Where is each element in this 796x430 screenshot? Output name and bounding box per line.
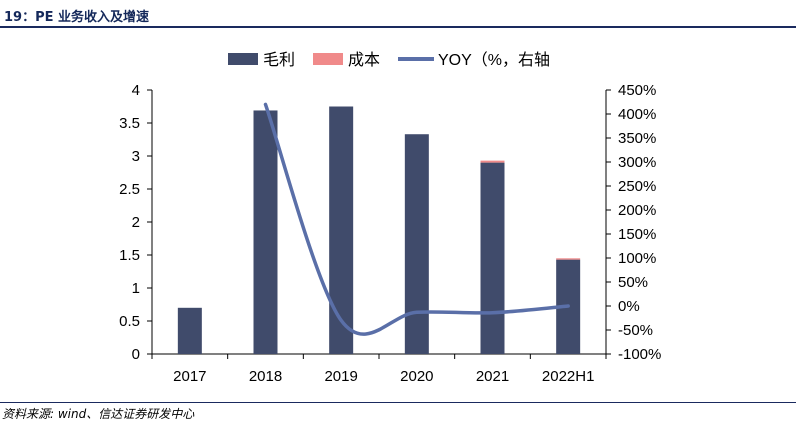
y-right-tick-label: -100%	[618, 346, 661, 363]
bar-cost	[480, 160, 505, 163]
y-left-tick-label: 2	[132, 214, 140, 231]
bottom-rule	[0, 402, 796, 403]
y-left-tick-label: 0.5	[119, 313, 140, 330]
y-right-tick-label: 150%	[618, 226, 656, 243]
y-left-tick-label: 2.5	[119, 181, 140, 198]
y-right-tick-label: 450%	[618, 82, 656, 99]
figure-title: 19：PE 业务收入及增速	[4, 10, 150, 25]
y-left-tick-label: 4	[132, 82, 140, 99]
bar-gross-profit	[480, 162, 505, 354]
y-right-tick-label: 350%	[618, 130, 656, 147]
bar-gross-profit	[329, 106, 354, 354]
chart-axes: 0 0.5 1 1.5 2 2.5 3 3.5 4 -100% -50% 0% 50% 100% 150% 2…	[119, 82, 661, 385]
figure-header: 19：PE 业务收入及增速	[0, 0, 796, 28]
bar-gross-profit	[177, 307, 202, 354]
bar-gross-profit	[253, 110, 278, 355]
y-left-tick-label: 3.5	[119, 115, 140, 132]
y-right-tick-label: 50%	[618, 274, 648, 291]
bar-cost	[556, 258, 581, 260]
x-tick-label: 2017	[173, 368, 206, 385]
x-tick-label: 2020	[400, 368, 433, 385]
y-right-tick-label: 100%	[618, 250, 656, 267]
source-note: 资料来源: wind、信达证券研发中心	[2, 407, 195, 421]
y-left-tick-label: 3	[132, 148, 140, 165]
y-right-tick-label: 400%	[618, 106, 656, 123]
legend-label-cost: 成本	[348, 51, 380, 69]
x-tick-label: 2018	[249, 368, 282, 385]
x-tick-label: 2021	[476, 368, 509, 385]
y-left-tick-label: 1.5	[119, 247, 140, 264]
y-right-tick-label: 200%	[618, 202, 656, 219]
y-right-tick-label: 0%	[618, 298, 640, 315]
y-right-tick-label: 300%	[618, 154, 656, 171]
chart-bars	[177, 106, 581, 355]
legend-swatch-gross-profit	[228, 53, 258, 65]
yoy-line	[263, 102, 570, 336]
chart-legend: 毛利 成本 YOY（%，右轴	[228, 51, 550, 69]
legend-label-yoy: YOY（%，右轴	[438, 51, 550, 69]
y-right-tick-label: -50%	[618, 322, 653, 339]
chart-line	[263, 102, 570, 336]
x-tick-label: 2019	[324, 368, 357, 385]
legend-swatch-cost	[313, 53, 343, 65]
top-rule	[0, 26, 796, 28]
y-left-tick-label: 1	[132, 280, 140, 297]
x-tick-label: 2022H1	[542, 368, 595, 385]
legend-label-gross-profit: 毛利	[263, 51, 295, 69]
y-right-tick-label: 250%	[618, 178, 656, 195]
bar-gross-profit	[404, 134, 429, 354]
y-left-tick-label: 0	[132, 346, 140, 363]
chart: 毛利 成本 YOY（%，右轴 00.511.522.533.54-100%-50%0…	[119, 51, 661, 385]
